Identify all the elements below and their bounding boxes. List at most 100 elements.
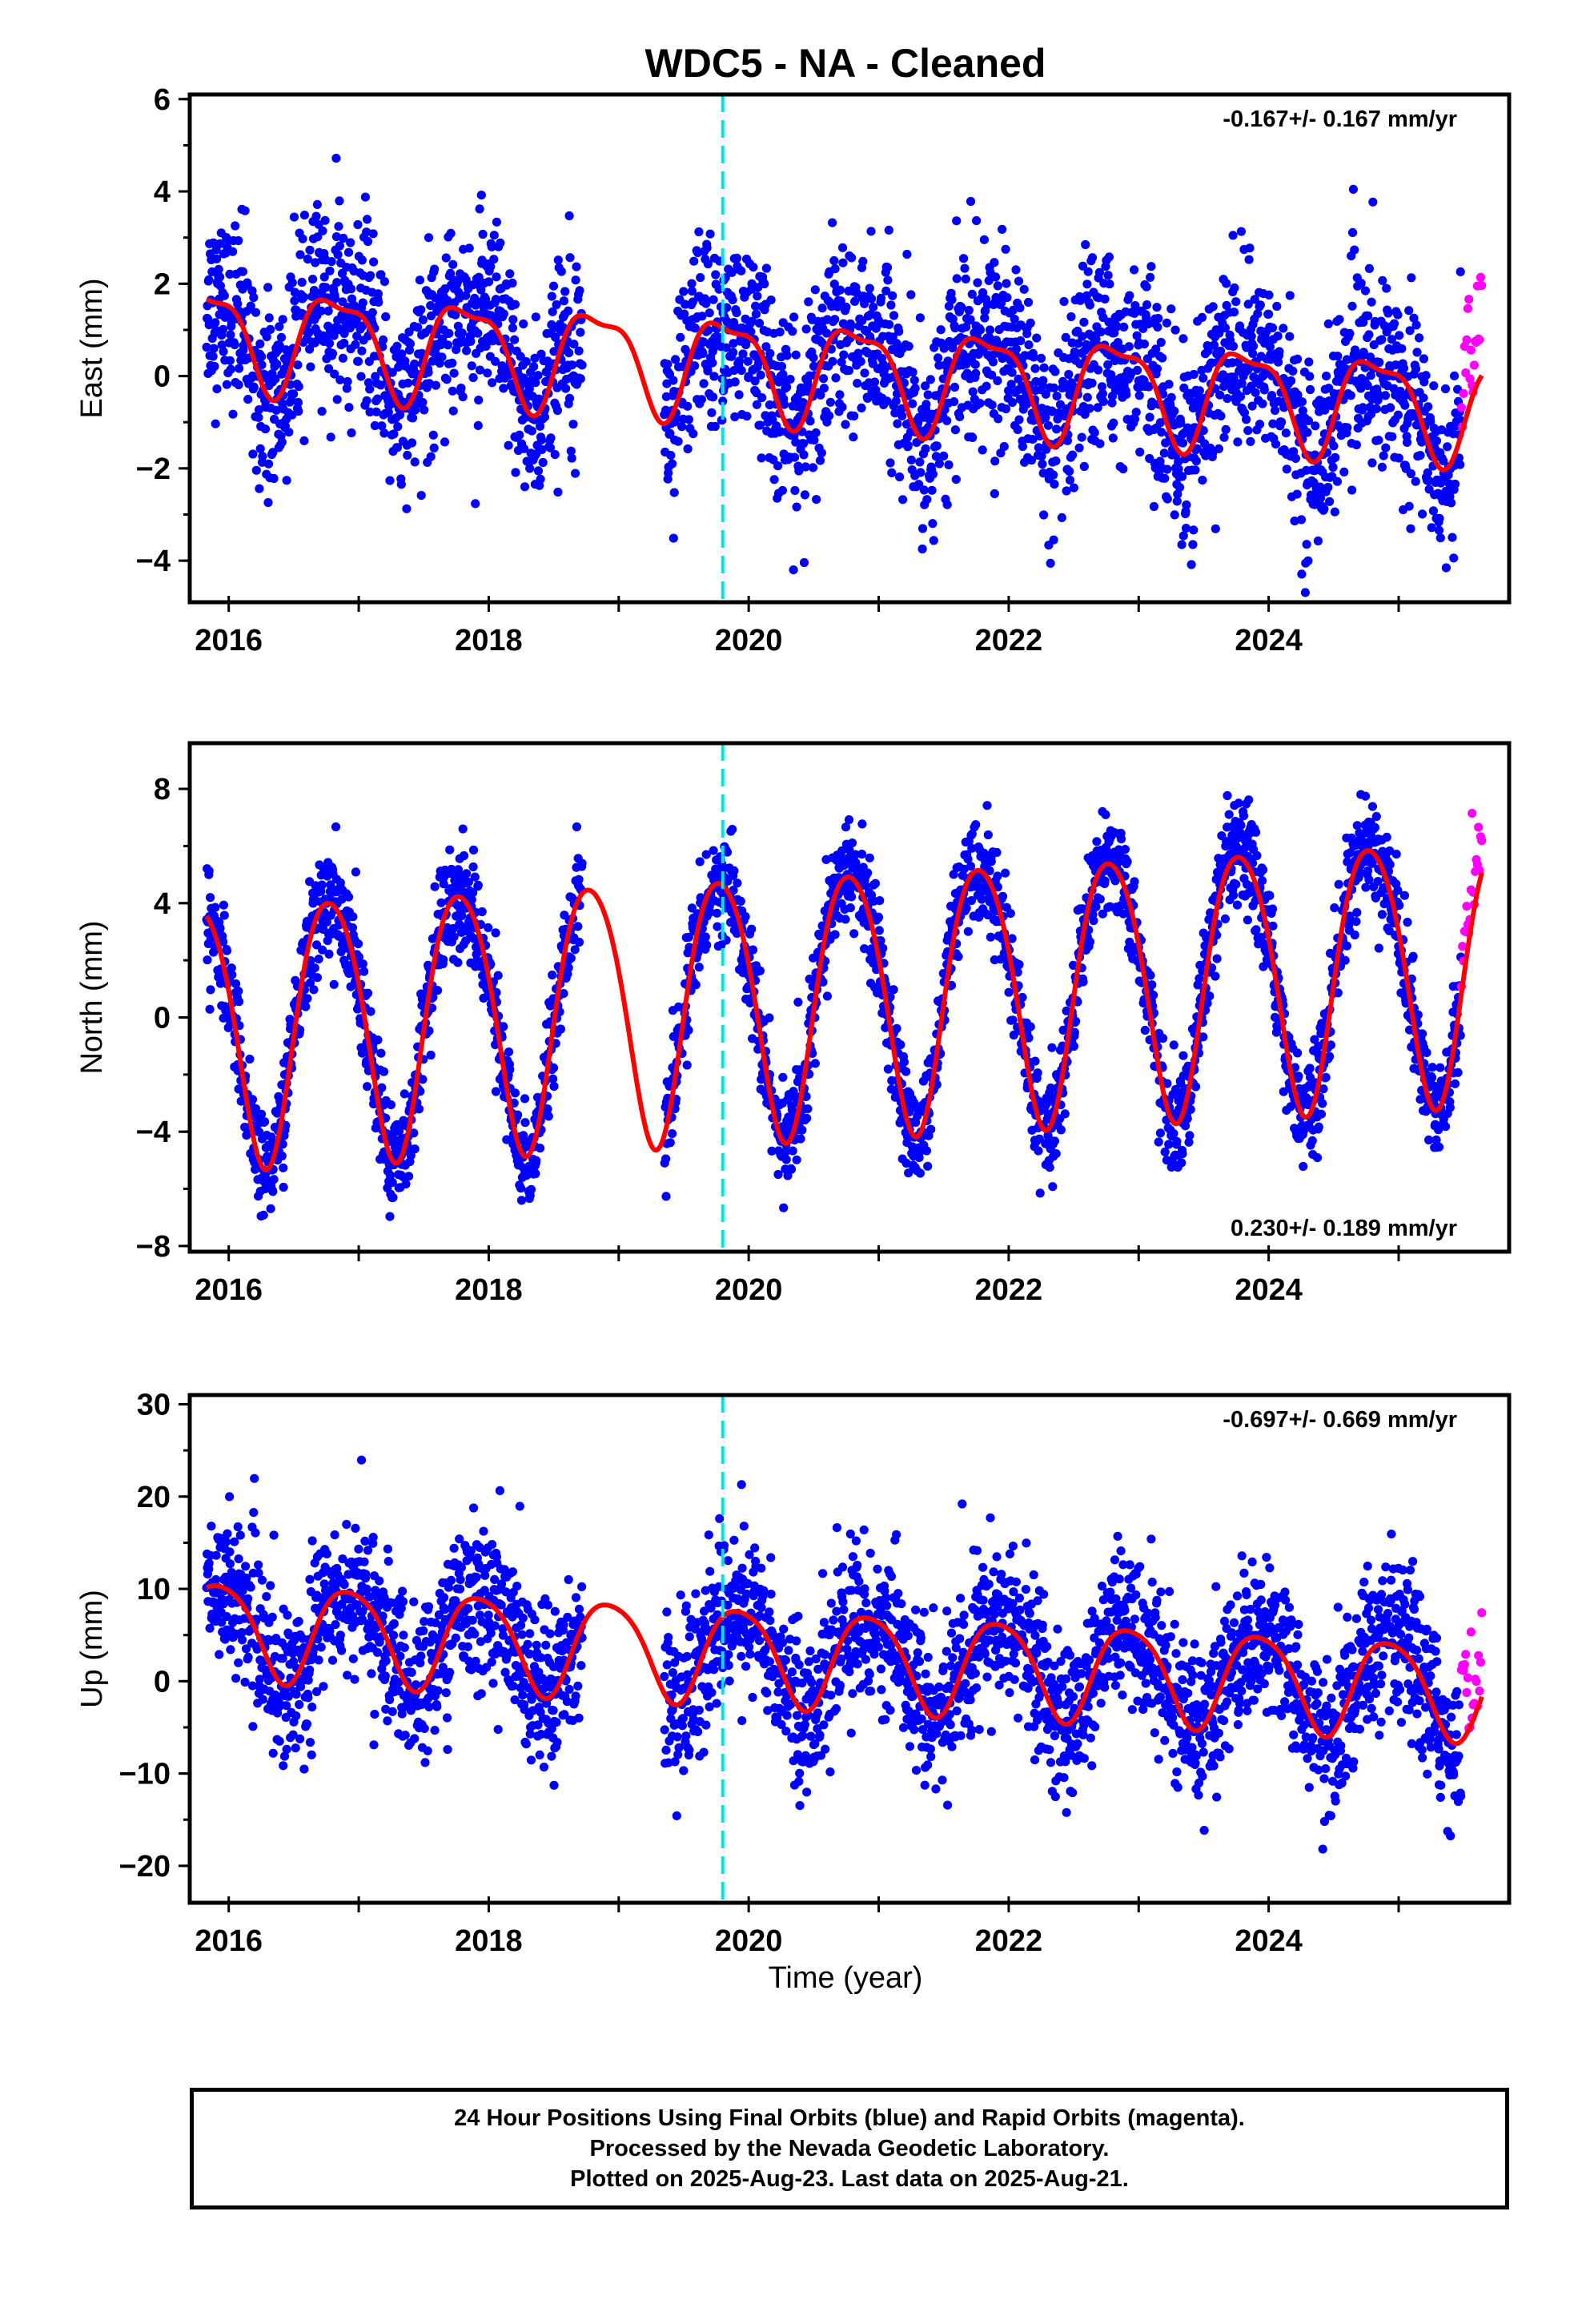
final-orbit-point bbox=[963, 927, 973, 936]
final-orbit-point bbox=[1074, 443, 1084, 452]
final-orbit-point bbox=[476, 285, 486, 295]
final-orbit-point bbox=[1151, 344, 1161, 354]
final-orbit-point bbox=[1222, 279, 1231, 288]
final-orbit-point bbox=[709, 372, 719, 381]
final-orbit-point bbox=[755, 966, 765, 975]
final-orbit-point bbox=[260, 1117, 270, 1127]
final-orbit-point bbox=[837, 846, 847, 855]
final-orbit-point bbox=[333, 250, 343, 259]
final-orbit-point bbox=[577, 858, 587, 868]
final-orbit-point bbox=[985, 325, 995, 335]
final-orbit-point bbox=[1179, 383, 1189, 393]
final-orbit-point bbox=[1251, 388, 1260, 397]
final-orbit-point bbox=[1363, 311, 1373, 320]
final-orbit-point bbox=[1277, 417, 1287, 427]
final-orbit-point bbox=[792, 502, 801, 512]
final-orbit-point bbox=[208, 352, 218, 361]
final-orbit-point bbox=[883, 275, 893, 285]
final-orbit-point bbox=[338, 297, 347, 307]
final-orbit-point bbox=[986, 932, 995, 942]
final-orbit-point bbox=[386, 1100, 396, 1110]
final-orbit-point bbox=[468, 372, 478, 383]
final-orbit-point bbox=[1302, 540, 1311, 549]
final-orbit-point bbox=[1405, 326, 1415, 336]
final-orbit-point bbox=[1162, 464, 1172, 474]
final-orbit-point bbox=[1272, 301, 1282, 312]
final-orbit-point bbox=[553, 487, 563, 497]
final-orbit-point bbox=[1174, 464, 1183, 474]
final-orbit-point bbox=[395, 1124, 404, 1133]
final-orbit-point bbox=[1191, 465, 1200, 475]
rapid-orbit-point bbox=[1475, 335, 1484, 344]
final-orbit-point bbox=[752, 400, 762, 409]
final-orbit-point bbox=[335, 241, 344, 251]
final-orbit-point bbox=[967, 289, 977, 299]
final-orbit-point bbox=[873, 912, 883, 922]
final-orbit-point bbox=[1288, 366, 1298, 376]
final-orbit-point bbox=[356, 372, 366, 381]
final-orbit-point bbox=[709, 343, 719, 352]
final-orbit-point bbox=[703, 366, 713, 376]
final-orbit-point bbox=[1158, 353, 1167, 363]
final-orbit-point bbox=[691, 980, 701, 990]
final-orbit-point bbox=[746, 327, 756, 336]
final-orbit-point bbox=[1281, 428, 1291, 438]
final-orbit-point bbox=[1130, 265, 1139, 275]
final-orbit-point bbox=[679, 287, 689, 296]
final-orbit-point bbox=[521, 357, 531, 367]
final-orbit-point bbox=[211, 903, 220, 912]
final-orbit-point bbox=[439, 879, 448, 889]
final-orbit-point bbox=[267, 1132, 276, 1142]
final-orbit-point bbox=[1062, 486, 1071, 496]
final-orbit-point bbox=[520, 444, 529, 453]
final-orbit-point bbox=[985, 866, 994, 875]
final-orbit-point bbox=[1026, 1022, 1035, 1031]
final-orbit-point bbox=[492, 217, 502, 227]
final-orbit-point bbox=[251, 1104, 261, 1114]
final-orbit-point bbox=[844, 815, 854, 825]
final-orbit-point bbox=[559, 989, 568, 999]
final-orbit-point bbox=[889, 985, 898, 995]
final-orbit-point bbox=[1426, 416, 1435, 426]
final-orbit-point bbox=[1406, 468, 1415, 479]
final-orbit-point bbox=[805, 416, 815, 426]
final-orbit-point bbox=[426, 452, 436, 461]
final-orbit-point bbox=[446, 228, 456, 238]
final-orbit-point bbox=[564, 348, 574, 358]
east-rapid-orbit-points bbox=[1456, 272, 1487, 432]
final-orbit-point bbox=[1038, 459, 1047, 469]
final-orbit-point bbox=[1142, 300, 1152, 310]
final-orbit-point bbox=[353, 219, 363, 230]
final-orbit-point bbox=[1265, 342, 1275, 352]
final-orbit-point bbox=[1030, 1056, 1040, 1066]
final-orbit-point bbox=[669, 376, 678, 385]
final-orbit-point bbox=[1032, 333, 1042, 343]
final-orbit-point bbox=[736, 896, 745, 906]
final-orbit-point bbox=[214, 264, 223, 274]
final-orbit-point bbox=[665, 428, 675, 438]
final-orbit-point bbox=[1345, 328, 1355, 338]
final-orbit-point bbox=[722, 303, 732, 312]
final-orbit-point bbox=[959, 864, 969, 874]
final-orbit-point bbox=[1291, 453, 1300, 464]
final-orbit-point bbox=[860, 299, 869, 308]
final-orbit-point bbox=[219, 291, 229, 300]
final-orbit-point bbox=[785, 375, 795, 384]
final-orbit-point bbox=[510, 1088, 520, 1098]
final-orbit-point bbox=[478, 229, 488, 239]
final-orbit-point bbox=[471, 499, 480, 509]
final-orbit-point bbox=[685, 943, 694, 952]
final-orbit-point bbox=[737, 323, 747, 333]
final-orbit-point bbox=[1135, 447, 1145, 457]
final-orbit-point bbox=[665, 1138, 675, 1148]
final-orbit-point bbox=[574, 937, 584, 947]
final-orbit-point bbox=[331, 232, 341, 242]
final-orbit-point bbox=[1098, 389, 1107, 399]
final-orbit-point bbox=[1219, 432, 1229, 442]
final-orbit-point bbox=[303, 994, 312, 1003]
final-orbit-point bbox=[1239, 408, 1249, 417]
final-orbit-point bbox=[760, 279, 769, 289]
final-orbit-point bbox=[1082, 392, 1092, 402]
